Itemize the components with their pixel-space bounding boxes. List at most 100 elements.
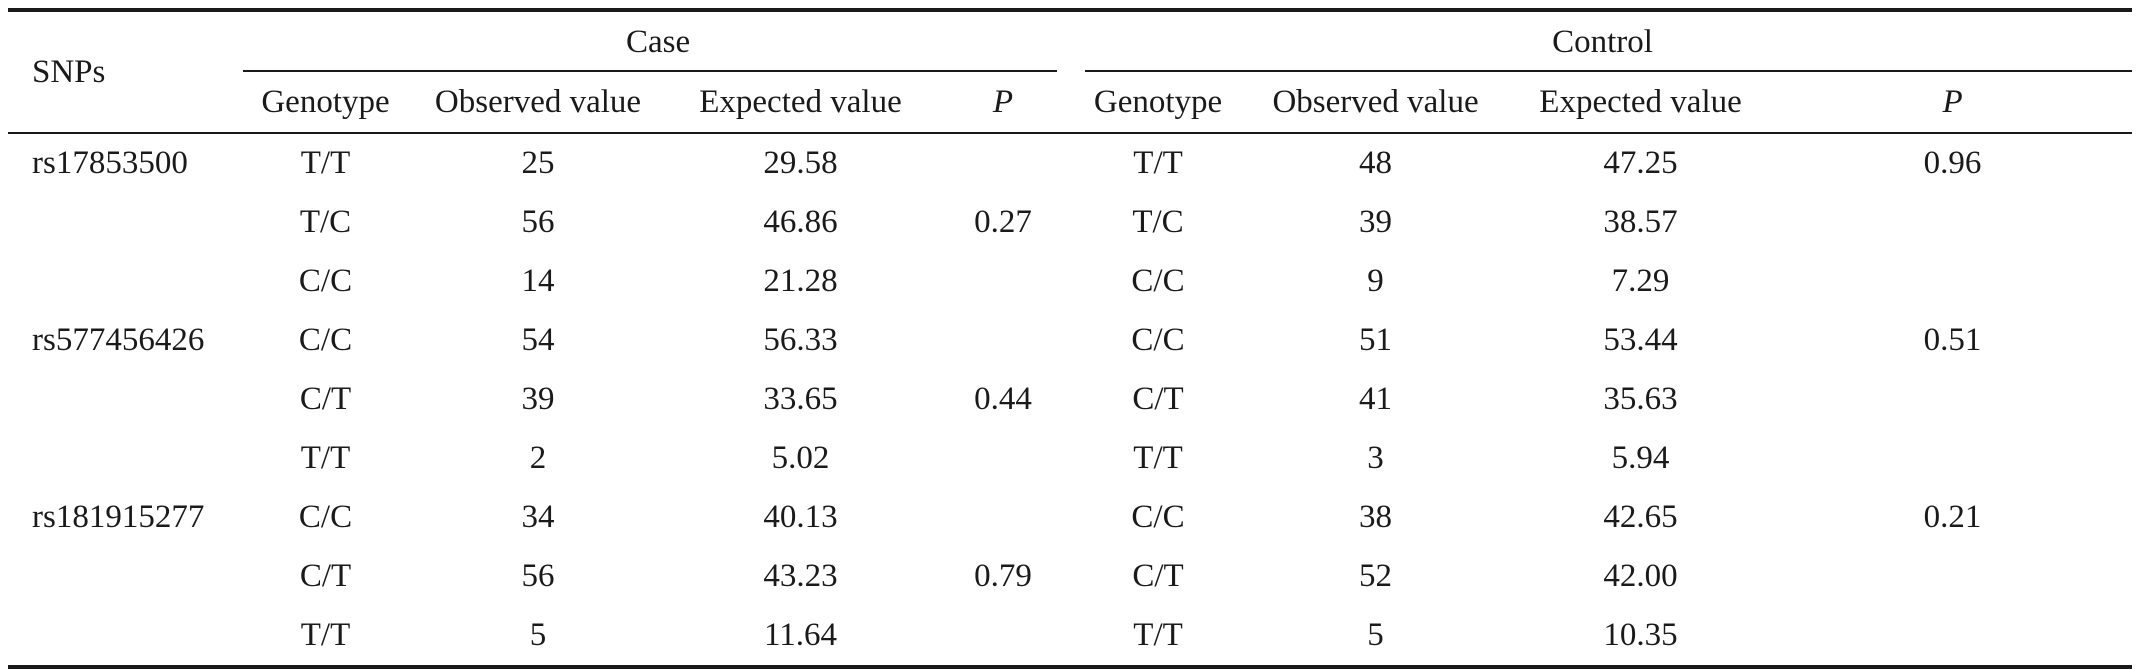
case-genotype-cell: C/T	[299, 381, 352, 417]
case-observed-cell: 5	[408, 606, 668, 669]
case-genotype-cell: C/C	[298, 263, 353, 299]
case-genotype-cell: T/T	[300, 440, 351, 476]
case-expected-cell: 56.33	[763, 322, 838, 358]
case-p-header: P	[933, 72, 1074, 134]
snp-cell	[8, 429, 243, 488]
control-genotype-cell: C/C	[1131, 263, 1185, 299]
control-p-header: P	[1773, 72, 2133, 134]
control-group-label: Control	[1552, 23, 1653, 60]
control-observed-cell: 3	[1367, 440, 1384, 476]
control-expected-cell: 42.65	[1603, 499, 1678, 535]
control-expected-cell: 47.25	[1603, 145, 1678, 181]
case-observed-cell: 25	[521, 145, 555, 181]
control-observed-cell: 51	[1359, 322, 1393, 358]
case-observed-cell: 14	[521, 263, 555, 299]
control-observed-cell: 48	[1359, 145, 1393, 181]
case-p-cell: 0.44	[974, 381, 1032, 417]
case-genotype-cell: C/C	[298, 499, 353, 535]
control-p-cell	[1773, 547, 2132, 606]
table-body: rs17853500 T/T 25 29.58 T/T 48 47.25 0.9…	[8, 133, 2133, 669]
snp-cell	[8, 547, 243, 606]
case-expected-header: Expected value	[668, 72, 933, 134]
case-p-cell: 0.79	[974, 558, 1032, 594]
control-genotype-cell: C/T	[1132, 558, 1184, 594]
control-expected-cell: 42.00	[1603, 558, 1678, 594]
case-p-cell	[933, 606, 1074, 669]
case-expected-cell: 21.28	[763, 263, 838, 299]
control-observed-cell: 38	[1359, 499, 1393, 535]
case-group-header: Case	[243, 8, 1074, 74]
snp-cell: rs577456426	[32, 322, 205, 358]
case-observed-cell: 56	[521, 558, 555, 594]
case-expected-cell: 33.65	[763, 381, 838, 417]
control-expected-cell: 5.94	[1611, 440, 1670, 476]
control-genotype-cell: T/C	[1132, 204, 1184, 240]
case-p-cell	[933, 488, 1073, 547]
case-observed-cell: 54	[521, 322, 555, 358]
control-observed-cell: 41	[1359, 381, 1393, 417]
case-p-cell	[933, 311, 1073, 370]
case-observed-cell: 56	[521, 204, 555, 240]
case-genotype-cell: T/T	[243, 606, 408, 669]
snp-cell: rs181915277	[32, 499, 205, 535]
case-genotype-cell: T/T	[300, 145, 351, 181]
snp-cell: rs17853500	[32, 145, 188, 181]
case-p-cell	[933, 133, 1073, 193]
header-row-groups: SNPs Case Control	[8, 8, 2133, 134]
snps-header: SNPs	[8, 8, 243, 134]
control-expected-cell: 7.29	[1611, 263, 1670, 299]
table-row: C/C 14 21.28 C/C 9 7.29	[8, 252, 2132, 311]
table-row: T/T 5 11.64 T/T 5 10.35	[8, 606, 2133, 669]
control-genotype-cell: T/T	[1133, 145, 1183, 181]
table-row: rs181915277 C/C 34 40.13 C/C 38 42.65 0.…	[8, 488, 2132, 547]
case-observed-cell: 34	[521, 499, 555, 535]
control-observed-cell: 39	[1359, 204, 1393, 240]
case-observed-cell: 39	[521, 381, 555, 417]
control-p-cell: 0.21	[1923, 499, 1982, 535]
control-group-header: Control	[1073, 8, 2133, 74]
case-genotype-cell: C/T	[299, 558, 352, 594]
case-p-cell: 0.27	[974, 204, 1032, 240]
table-row: C/T 56 43.23 0.79 C/T 52 42.00	[8, 547, 2132, 606]
snp-cell	[8, 370, 243, 429]
table-row: rs577456426 C/C 54 56.33 C/C 51 53.44 0.…	[8, 311, 2132, 370]
control-expected-cell: 38.57	[1603, 204, 1678, 240]
case-p-cell	[933, 429, 1073, 488]
header-row-columns: Genotype Observed value Expected value P…	[8, 72, 2133, 134]
control-p-cell	[1773, 429, 2132, 488]
table-row: C/T 39 33.65 0.44 C/T 41 35.63	[8, 370, 2132, 429]
case-expected-cell: 11.64	[668, 606, 933, 669]
case-expected-cell: 46.86	[763, 204, 838, 240]
case-p-cell	[933, 252, 1073, 311]
control-genotype-cell: C/C	[1131, 322, 1185, 358]
case-observed-cell: 2	[529, 440, 547, 476]
case-genotype-header: Genotype	[243, 72, 408, 134]
control-p-cell	[1773, 193, 2132, 252]
control-p-cell	[1773, 370, 2132, 429]
snp-cell	[8, 606, 243, 669]
control-genotype-cell: C/C	[1131, 499, 1185, 535]
table-row: T/C 56 46.86 0.27 T/C 39 38.57	[8, 193, 2132, 252]
control-genotype-cell: T/T	[1073, 606, 1244, 669]
case-expected-cell: 5.02	[771, 440, 830, 476]
case-observed-header: Observed value	[408, 72, 668, 134]
control-expected-cell: 35.63	[1603, 381, 1678, 417]
table-row: rs17853500 T/T 25 29.58 T/T 48 47.25 0.9…	[8, 133, 2132, 193]
case-expected-cell: 29.58	[763, 145, 838, 181]
table-row: T/T 2 5.02 T/T 3 5.94	[8, 429, 2132, 488]
control-expected-cell: 53.44	[1603, 322, 1678, 358]
case-group-label: Case	[625, 23, 691, 60]
control-observed-cell: 52	[1359, 558, 1393, 594]
control-p-cell	[1773, 252, 2132, 311]
snp-cell	[8, 252, 243, 311]
control-expected-header: Expected value	[1508, 72, 1774, 134]
case-expected-cell: 43.23	[763, 558, 838, 594]
control-genotype-cell: C/T	[1132, 381, 1184, 417]
table-head: SNPs Case Control Genotype Observed valu…	[8, 8, 2133, 134]
case-genotype-cell: C/C	[298, 322, 353, 358]
control-genotype-cell: T/T	[1133, 440, 1183, 476]
control-p-cell	[1773, 606, 2133, 669]
control-p-cell: 0.51	[1923, 322, 1982, 358]
hwe-table: SNPs Case Control Genotype Observed valu…	[8, 8, 2133, 669]
